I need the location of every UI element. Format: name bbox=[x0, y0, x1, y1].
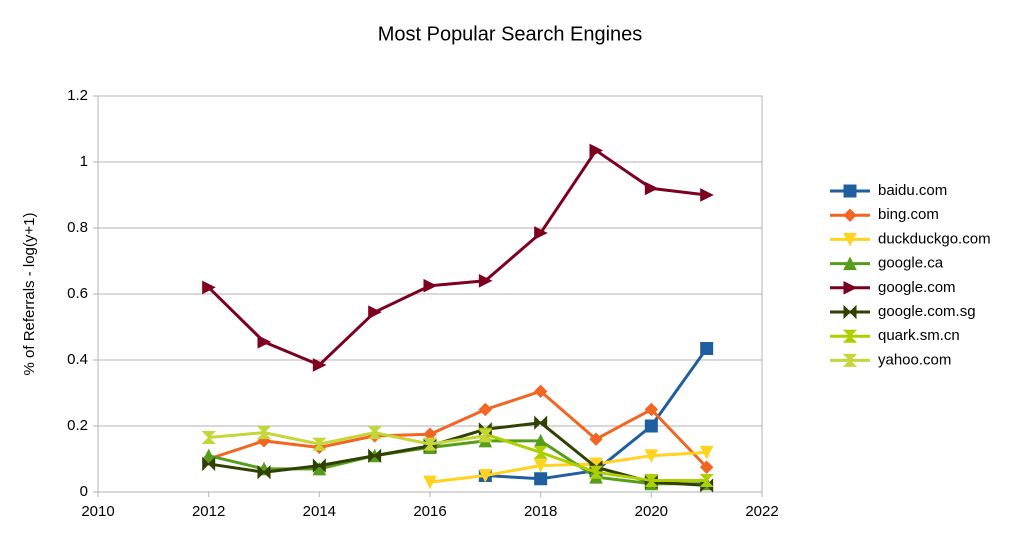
marker bbox=[423, 278, 438, 293]
y-tick-label: 0.6 bbox=[67, 285, 88, 302]
x-tick-label: 2010 bbox=[81, 503, 114, 520]
marker bbox=[423, 475, 437, 490]
series-line bbox=[208, 421, 707, 487]
marker bbox=[534, 472, 548, 486]
legend-marker bbox=[843, 280, 858, 295]
marker bbox=[478, 469, 493, 483]
marker bbox=[478, 429, 493, 443]
series-line bbox=[208, 389, 708, 469]
x-tick-label: 2014 bbox=[303, 503, 336, 520]
marker bbox=[644, 449, 659, 463]
marker bbox=[533, 384, 548, 399]
marker bbox=[533, 445, 548, 459]
legend-marker bbox=[843, 304, 857, 320]
legend-marker bbox=[842, 353, 858, 367]
marker bbox=[644, 473, 659, 487]
marker bbox=[312, 358, 327, 372]
marker bbox=[588, 465, 604, 479]
legend-marker bbox=[843, 184, 857, 198]
y-tick-label: 0 bbox=[80, 483, 88, 500]
legend-marker bbox=[843, 208, 857, 222]
marker bbox=[478, 273, 493, 288]
y-tick-label: 0.2 bbox=[67, 417, 88, 434]
x-tick-label: 2018 bbox=[524, 503, 557, 520]
marker bbox=[368, 305, 382, 319]
chart-title: Most Popular Search Engines bbox=[378, 23, 643, 45]
y-tick-label: 0.8 bbox=[67, 219, 88, 236]
series-line bbox=[208, 431, 486, 446]
y-tick-label: 0.4 bbox=[67, 351, 88, 368]
series-line bbox=[207, 148, 707, 367]
legend-label: google.com bbox=[878, 279, 956, 296]
legend-label: baidu.com bbox=[878, 182, 947, 199]
legend-marker bbox=[842, 329, 858, 343]
marker bbox=[202, 456, 216, 472]
marker bbox=[533, 459, 548, 473]
marker bbox=[422, 437, 438, 451]
legend-marker bbox=[843, 256, 857, 271]
marker bbox=[312, 437, 327, 451]
x-tick-label: 2016 bbox=[413, 503, 446, 520]
marker bbox=[644, 181, 659, 196]
legend-marker bbox=[843, 232, 857, 247]
x-tick-label: 2020 bbox=[635, 503, 668, 520]
marker bbox=[368, 448, 382, 463]
series-line bbox=[429, 450, 707, 484]
y-axis-label: % of Referrals - log(y+1) bbox=[21, 213, 38, 376]
y-tick-label: 1 bbox=[80, 153, 88, 170]
marker bbox=[312, 458, 326, 473]
marker bbox=[201, 448, 216, 463]
marker bbox=[644, 419, 658, 433]
marker bbox=[589, 432, 603, 446]
legend-label: duckduckgo.com bbox=[878, 230, 991, 247]
marker bbox=[534, 226, 548, 240]
marker bbox=[534, 415, 548, 430]
marker bbox=[478, 402, 493, 417]
marker bbox=[589, 143, 604, 158]
marker bbox=[700, 188, 714, 202]
legend-label: google.com.sg bbox=[878, 303, 976, 320]
marker bbox=[201, 431, 216, 445]
marker bbox=[644, 402, 659, 417]
y-tick-label: 1.2 bbox=[67, 87, 88, 104]
marker bbox=[257, 464, 271, 480]
legend-label: yahoo.com bbox=[878, 351, 951, 368]
marker bbox=[257, 335, 272, 349]
marker bbox=[367, 426, 382, 440]
plot-frame bbox=[97, 95, 763, 493]
legend-label: bing.com bbox=[878, 206, 939, 223]
x-tick-label: 2022 bbox=[745, 503, 778, 520]
marker bbox=[700, 341, 714, 355]
marker bbox=[202, 280, 216, 295]
legend-label: quark.sm.cn bbox=[878, 327, 960, 344]
x-tick-label: 2012 bbox=[192, 503, 225, 520]
marker bbox=[699, 445, 714, 460]
marker bbox=[699, 473, 714, 487]
marker bbox=[256, 426, 272, 440]
legend-label: google.ca bbox=[878, 255, 944, 272]
marker bbox=[699, 460, 714, 474]
